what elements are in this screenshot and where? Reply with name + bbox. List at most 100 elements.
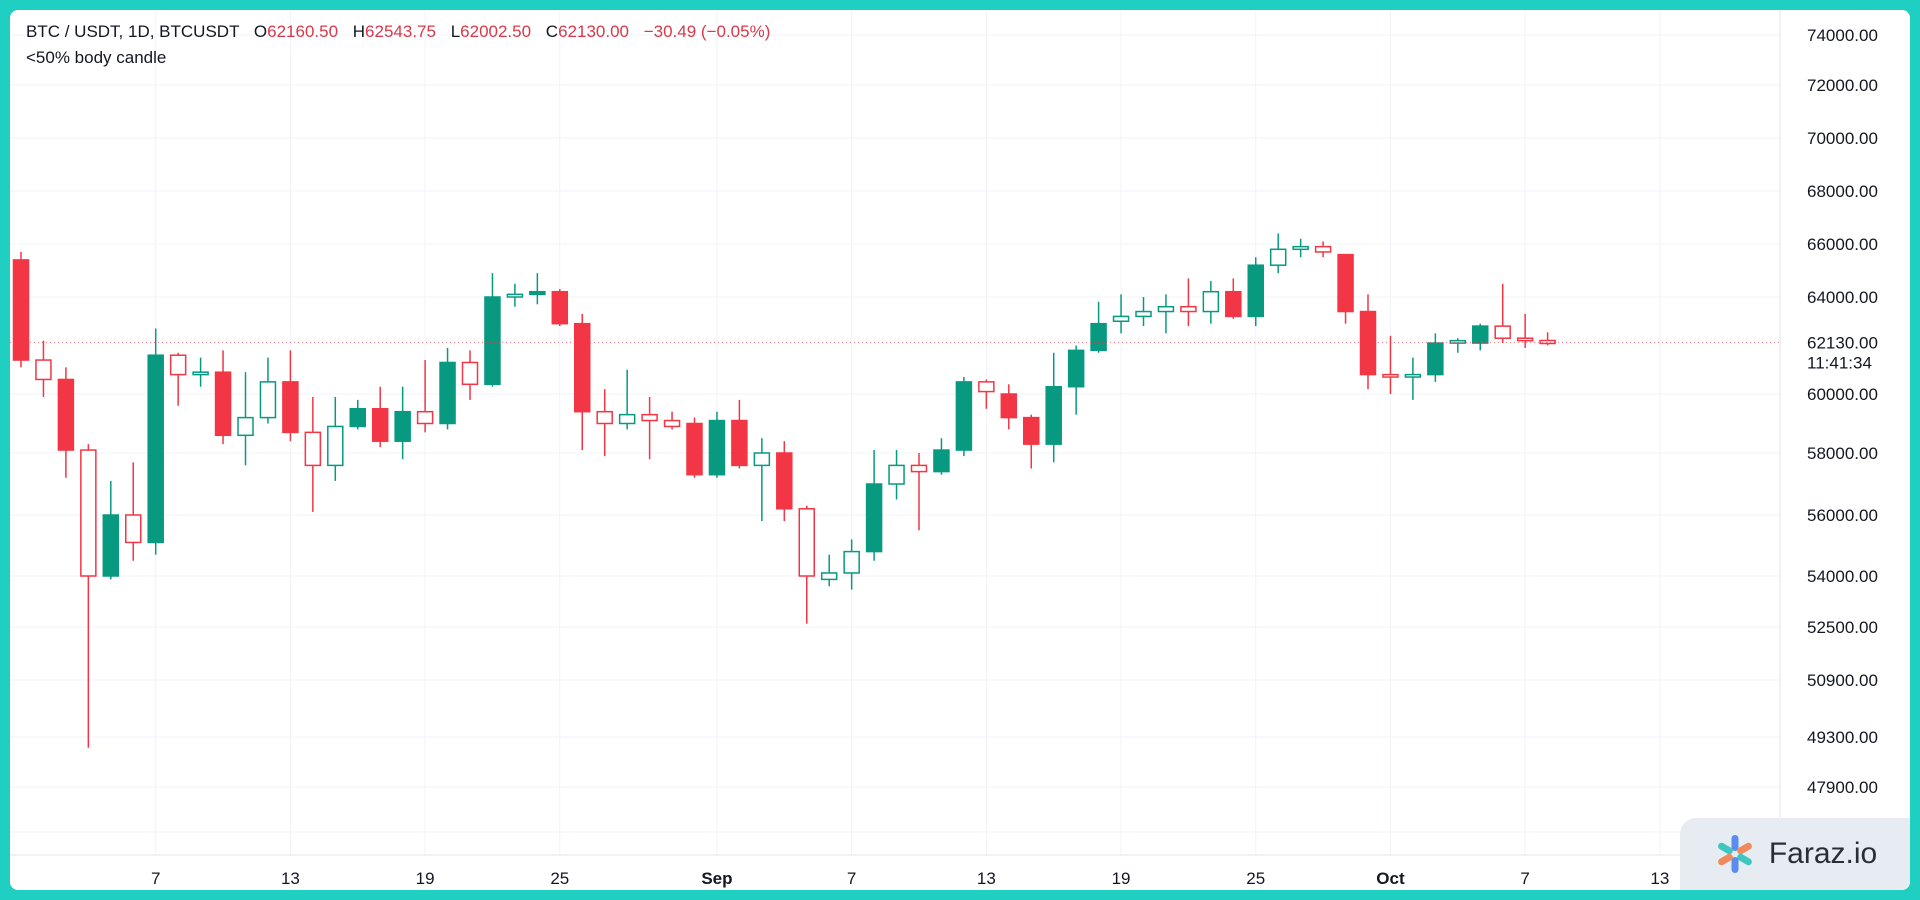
candle[interactable]	[1516, 313, 1534, 348]
y-tick-label: 58000.00	[1807, 444, 1878, 463]
candle[interactable]	[1359, 294, 1377, 390]
candlestick-chart[interactable]: 74000.00 72000.00 70000.00 68000.00 66000.00…	[10, 10, 1910, 890]
candle[interactable]	[1269, 233, 1287, 274]
candle[interactable]	[439, 347, 456, 430]
candle[interactable]	[506, 283, 524, 307]
candle[interactable]	[102, 480, 120, 580]
candle[interactable]	[259, 357, 277, 424]
candle[interactable]	[776, 441, 793, 522]
candle-body	[933, 449, 950, 473]
candle-body	[1135, 310, 1152, 318]
y-tick-label: 74000.00	[1807, 26, 1878, 45]
candle[interactable]	[1000, 384, 1018, 430]
candle[interactable]	[214, 350, 232, 445]
candle[interactable]	[888, 450, 905, 500]
candle[interactable]	[1314, 241, 1332, 258]
candle[interactable]	[1135, 297, 1152, 327]
candle[interactable]	[1382, 335, 1399, 394]
candle-body	[798, 508, 815, 577]
candle[interactable]	[1180, 278, 1197, 327]
candle[interactable]	[1067, 345, 1085, 415]
candle[interactable]	[820, 554, 838, 587]
candle[interactable]	[1449, 338, 1467, 353]
candle[interactable]	[12, 251, 30, 368]
candle[interactable]	[1404, 357, 1422, 400]
candle[interactable]	[1202, 281, 1220, 324]
candle[interactable]	[955, 377, 973, 457]
candle[interactable]	[686, 417, 703, 478]
y-tick-label: 70000.00	[1807, 129, 1878, 148]
candle-body	[1202, 290, 1220, 313]
candle-body	[641, 413, 658, 422]
candle[interactable]	[237, 372, 254, 466]
candle[interactable]	[169, 352, 187, 406]
candle[interactable]	[843, 539, 860, 590]
candle[interactable]	[1157, 294, 1175, 334]
candle[interactable]	[1292, 238, 1309, 258]
candle[interactable]	[461, 350, 479, 400]
high-value: 62543.75	[365, 22, 436, 41]
candle[interactable]	[192, 357, 209, 387]
low-label: L	[450, 22, 461, 41]
candle-body	[776, 452, 793, 510]
candle[interactable]	[1090, 301, 1107, 353]
candle-body	[686, 422, 703, 476]
candle[interactable]	[80, 444, 97, 748]
symbol-title[interactable]: BTC / USDT, 1D, BTCUSDT	[26, 22, 240, 41]
candle-body	[35, 359, 52, 381]
watermark[interactable]: Faraz.io	[1680, 818, 1910, 890]
candle[interactable]	[1539, 332, 1556, 346]
candle[interactable]	[327, 396, 344, 481]
candle[interactable]	[304, 396, 322, 512]
axes	[10, 10, 1781, 890]
candle[interactable]	[596, 389, 613, 457]
candle[interactable]	[933, 438, 950, 475]
candle[interactable]	[1225, 278, 1242, 319]
candle[interactable]	[484, 273, 501, 387]
candle[interactable]	[663, 411, 681, 430]
candle-body	[574, 322, 591, 413]
candle[interactable]	[349, 399, 366, 430]
candle-body	[1112, 315, 1130, 322]
candle[interactable]	[618, 369, 636, 430]
candle[interactable]	[865, 450, 883, 561]
candle[interactable]	[282, 350, 299, 442]
candle[interactable]	[416, 360, 434, 433]
candle[interactable]	[551, 289, 569, 327]
x-tick-label: 19	[416, 869, 435, 888]
candle[interactable]	[910, 453, 928, 531]
close-label: C	[545, 22, 559, 41]
candle[interactable]	[394, 386, 411, 460]
candle[interactable]	[798, 505, 815, 624]
candle-body	[865, 483, 883, 553]
candle[interactable]	[125, 462, 142, 561]
candle-body	[12, 259, 30, 361]
candle[interactable]	[529, 273, 546, 305]
grid-lines	[10, 10, 1780, 855]
candle[interactable]	[35, 340, 52, 397]
candle[interactable]	[371, 386, 389, 448]
candle[interactable]	[753, 438, 771, 522]
candle[interactable]	[731, 399, 748, 469]
candle[interactable]	[1427, 333, 1444, 382]
candle[interactable]	[1247, 257, 1264, 327]
candle[interactable]	[1112, 294, 1130, 334]
candle[interactable]	[978, 379, 995, 409]
candle[interactable]	[1337, 253, 1354, 324]
candle-body	[214, 371, 232, 437]
candle-body	[349, 408, 366, 428]
candle-body	[192, 371, 209, 376]
candle[interactable]	[641, 396, 658, 460]
y-tick-label: 49300.00	[1807, 728, 1878, 747]
candle[interactable]	[1023, 414, 1040, 469]
candle[interactable]	[708, 411, 726, 478]
candle[interactable]	[57, 367, 75, 478]
candle[interactable]	[147, 328, 164, 555]
x-tick-label: 7	[1520, 869, 1529, 888]
candle[interactable]	[1045, 352, 1062, 463]
open-label: O	[253, 22, 268, 41]
candle[interactable]	[574, 313, 591, 451]
indicator-title[interactable]: <50% body candle	[26, 48, 167, 67]
candle[interactable]	[1494, 283, 1511, 344]
candle[interactable]	[1472, 323, 1489, 351]
